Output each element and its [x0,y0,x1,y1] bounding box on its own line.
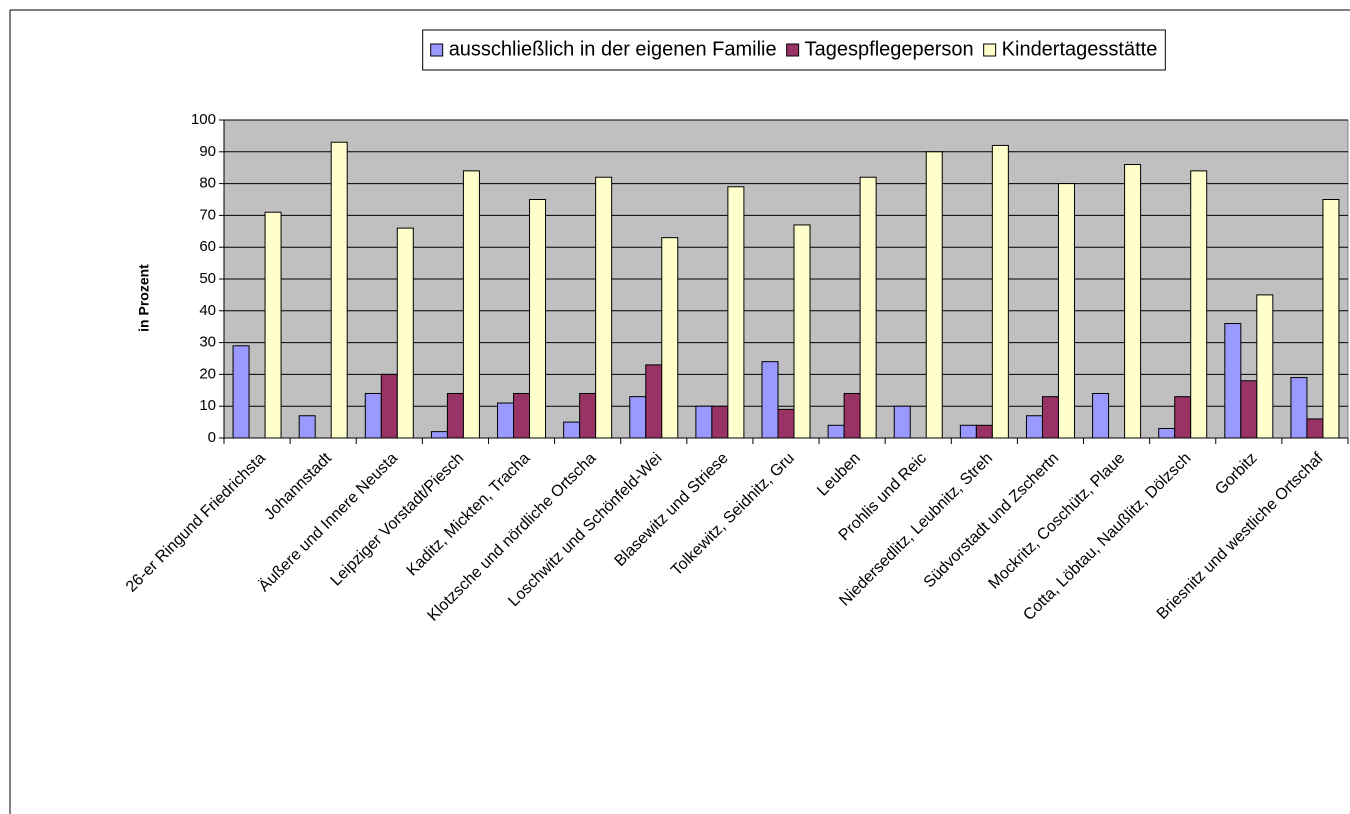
x-tick-label: Südvorstadt und Zschertn [921,450,1063,592]
y-axis-label: in Prozent [136,264,152,332]
bar [298,415,316,439]
bar [711,405,729,439]
bar [1158,427,1176,439]
x-tick-label: Kaditz, Mickten, Tracha [404,450,534,580]
bar [1124,164,1142,439]
y-tick-label: 10 [199,397,216,414]
bar [1256,294,1274,439]
y-tick-label: 90 [199,143,216,160]
y-tick-label: 30 [199,334,216,351]
bar [1240,380,1258,439]
bar [1290,377,1308,439]
bar [1041,396,1059,439]
bar [1092,392,1110,439]
bar [595,176,613,439]
legend-swatch [983,43,997,57]
bar [330,141,348,439]
bar [975,424,993,439]
x-tick-label: 26-er Ringund Friedrichsta [123,450,269,596]
bar [793,224,811,439]
bar [513,392,531,439]
bar [1322,199,1340,439]
bar [396,227,414,439]
y-tick-label: 80 [199,175,216,192]
x-tick-label: Gorbitz [1212,450,1261,499]
bar [661,237,679,439]
bar [925,151,943,439]
bar [893,405,911,439]
y-tick-label: 0 [208,429,216,446]
bar [380,373,398,439]
bar [264,211,282,439]
x-tick-label: Äußere und Innere Neusta [255,449,401,595]
bar [727,186,745,439]
bar [827,424,845,439]
legend-label: Tagespflegeperson [805,38,974,60]
bar [645,364,663,439]
y-tick-label: 20 [199,365,216,382]
bar [1306,418,1324,439]
bar [497,402,515,439]
bar [761,361,779,439]
bar [843,392,861,439]
y-tick-label: 40 [199,302,216,319]
y-tick-label: 50 [199,270,216,287]
bar [695,405,713,439]
bar [1025,415,1043,439]
y-tick-label: 60 [199,238,216,255]
x-tick-label: Leipziger Vorstadt/Piesch [328,450,468,590]
bar [462,170,480,439]
bar [364,392,382,439]
bar [529,199,547,439]
x-tick-label: Johannstadt [261,449,335,523]
legend-label: Kindertagesstätte [1002,38,1158,60]
x-tick-label: Mockritz, Coschütz, Plaue [986,450,1129,593]
bar [232,345,250,439]
bar [629,396,647,439]
bar [1174,396,1192,439]
bar [446,392,464,439]
x-tick-label: Blasewitz und Striese [612,450,732,570]
bar [563,421,581,439]
bar [1190,170,1208,439]
bar [959,424,977,439]
bar [1057,183,1075,439]
x-tick-label: Leuben [814,450,864,500]
bar [859,176,877,439]
bar [430,431,448,439]
bar [991,144,1009,439]
bar [777,408,795,439]
y-tick-label: 70 [199,206,216,223]
x-tick-label: Tolkewitz, Seidnitz, Gru [668,450,798,580]
bar [579,392,597,439]
legend-swatch [786,43,800,57]
legend-label: ausschließlich in der eigenen Familie [449,38,777,60]
legend-swatch [430,43,444,57]
bar [1224,323,1242,439]
y-tick-label: 100 [191,111,216,128]
